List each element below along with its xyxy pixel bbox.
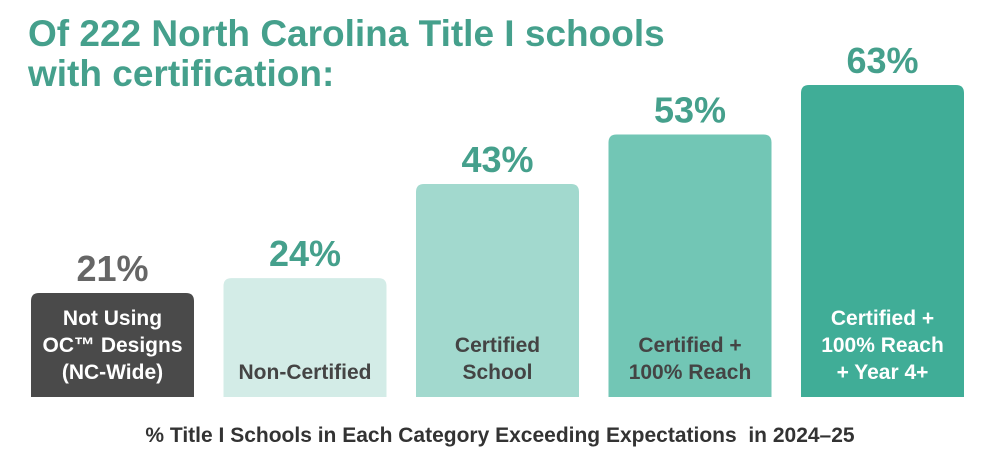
category-label-5-line-1: Certified + xyxy=(831,307,934,330)
category-label-4-line-2: 100% Reach xyxy=(629,361,752,384)
category-label-5-line-3: + Year 4+ xyxy=(837,361,929,384)
bar-chart: 21% Not Using OC™ Designs (NC-Wide) 24% Non-C… xyxy=(31,40,964,397)
category-label-3-line-1: Certified xyxy=(455,334,540,357)
category-label-3-line-2: School xyxy=(462,361,532,384)
category-label-1-line-2: OC™ Designs xyxy=(42,334,182,357)
value-label-5: 63% xyxy=(846,40,918,81)
bar-4 xyxy=(608,134,772,397)
bar-5 xyxy=(801,85,964,397)
category-label-1-line-1: Not Using xyxy=(63,307,162,330)
category-label-3: Certified School xyxy=(455,334,540,384)
chart-title-line-1: Of 222 North Carolina Title I schools xyxy=(28,13,665,54)
category-label-2-line-1: Non-Certified xyxy=(239,361,372,384)
category-label-1: Not Using OC™ Designs (NC-Wide) xyxy=(42,307,182,384)
category-label-5-line-2: 100% Reach xyxy=(821,334,944,357)
value-label-3: 43% xyxy=(461,139,533,180)
category-label-4: Certified + 100% Reach xyxy=(629,334,752,384)
category-label-4-line-1: Certified + xyxy=(638,334,741,357)
category-label-2: Non-Certified xyxy=(239,361,372,384)
category-label-5: Certified + 100% Reach + Year 4+ xyxy=(821,307,944,384)
value-label-2: 24% xyxy=(269,233,341,274)
bar-1 xyxy=(31,293,194,397)
bar-3 xyxy=(416,184,579,397)
bar-2 xyxy=(223,278,387,397)
chart-title: Of 222 North Carolina Title I schools wi… xyxy=(28,14,665,94)
category-label-1-line-3: (NC-Wide) xyxy=(62,361,163,384)
chart-caption: % Title I Schools in Each Category Excee… xyxy=(145,424,855,447)
chart-title-line-2: with certification: xyxy=(28,53,335,94)
value-label-4: 53% xyxy=(654,90,726,131)
value-label-1: 21% xyxy=(76,248,148,289)
